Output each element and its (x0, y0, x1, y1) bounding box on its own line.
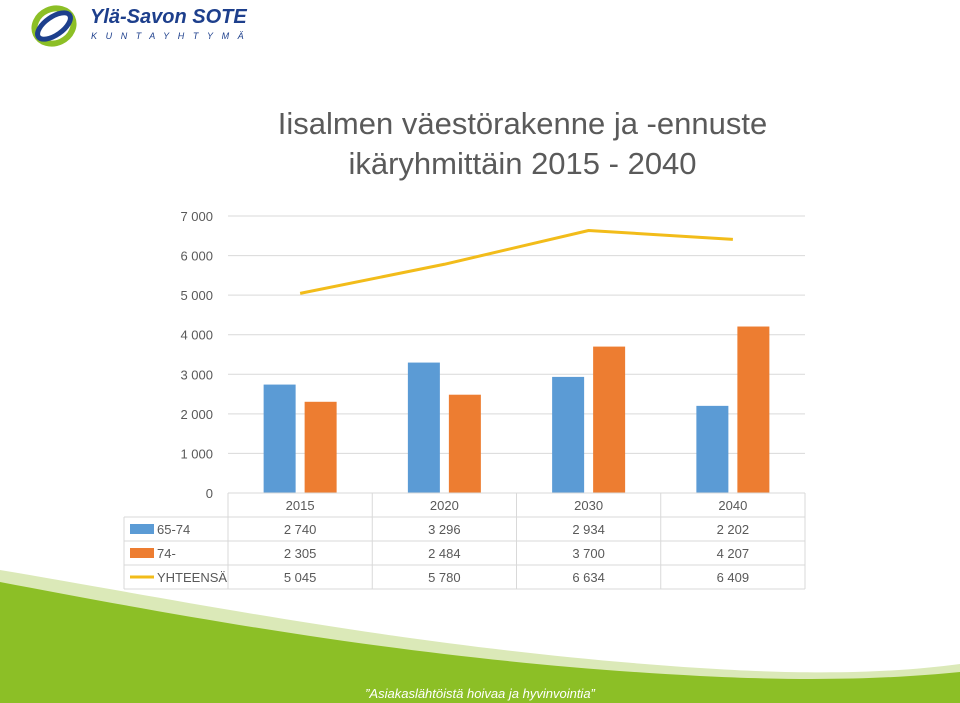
y-tick-label: 1 000 (180, 446, 213, 461)
y-tick-label: 7 000 (180, 209, 213, 224)
data-label: 2 934 (572, 522, 605, 537)
bar-65-74-2040 (696, 405, 729, 493)
legend-swatch-65-74 (130, 524, 154, 534)
legend-label: 65-74 (157, 522, 190, 537)
x-tick-label: 2015 (286, 498, 315, 513)
bar-74--2015 (304, 401, 337, 493)
data-label: 2 484 (428, 546, 461, 561)
y-tick-label: 5 000 (180, 288, 213, 303)
bar-74--2030 (593, 346, 626, 493)
data-label: 5 780 (428, 570, 461, 585)
y-tick-label: 3 000 (180, 367, 213, 382)
y-tick-label: 4 000 (180, 328, 213, 343)
data-label: 2 202 (717, 522, 750, 537)
data-label: 3 700 (572, 546, 605, 561)
line-YHTEENSÄ (299, 228, 733, 295)
y-tick-label: 2 000 (180, 407, 213, 422)
logo-mark-icon (31, 5, 77, 47)
data-label: 5 045 (284, 570, 317, 585)
slide-title-line-1: Iisalmen väestörakenne ja -ennuste (277, 106, 768, 141)
data-label: 2 740 (284, 522, 317, 537)
slide-title: Iisalmen väestörakenne ja -ennuste ikäry… (230, 104, 815, 184)
bar-74--2020 (448, 394, 481, 493)
data-label: 2 305 (284, 546, 317, 561)
y-tick-label: 6 000 (180, 249, 213, 264)
legend-label: YHTEENSÄ (157, 570, 227, 585)
legend-label: 74- (157, 546, 176, 561)
logo-name: Ylä-Savon SOTE (90, 6, 247, 28)
logo-subtitle: KUNTAYHTYMÄ (91, 31, 253, 41)
bar-74--2040 (737, 326, 770, 493)
bar-65-74-2020 (407, 362, 440, 493)
y-tick-label: 0 (206, 486, 213, 501)
data-label: 3 296 (428, 522, 461, 537)
footer-slogan: ”Asiakaslähtöistä hoivaa ja hyvinvointia… (365, 686, 595, 701)
bar-65-74-2015 (263, 384, 296, 493)
slide-title-line-2: ikäryhmittäin 2015 - 2040 (348, 146, 697, 181)
data-label: 6 409 (717, 570, 750, 585)
bar-65-74-2030 (552, 376, 585, 493)
x-tick-label: 2020 (430, 498, 459, 513)
logo: Ylä-Savon SOTE KUNTAYHTYMÄ (30, 4, 260, 48)
data-label: 6 634 (572, 570, 605, 585)
legend-swatch-74- (130, 548, 154, 558)
x-tick-label: 2040 (718, 498, 747, 513)
x-tick-label: 2030 (574, 498, 603, 513)
data-label: 4 207 (717, 546, 750, 561)
